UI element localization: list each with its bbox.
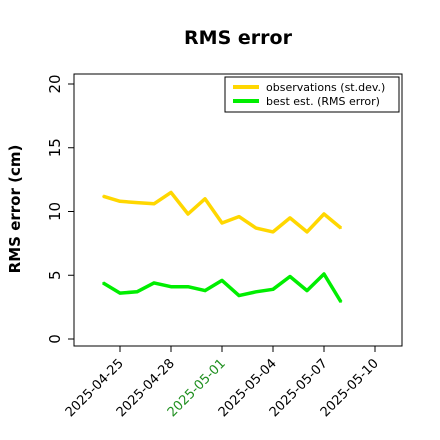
series-line-observations: [102, 190, 343, 234]
observation-point: [238, 215, 240, 218]
y-axis-label: RMS error (cm): [6, 145, 24, 274]
y-axis: 0 5 10 15 20: [46, 74, 74, 344]
best-estimate-point: [340, 301, 342, 303]
observation-point: [340, 227, 342, 229]
y-tick-label: 20: [46, 74, 64, 93]
observation-point: [153, 203, 155, 205]
best-estimate-point: [119, 292, 121, 294]
best-estimate-point: [221, 279, 223, 282]
y-tick-label: 10: [46, 202, 64, 221]
observation-point: [255, 227, 257, 229]
best-estimate-point: [306, 289, 308, 292]
best-estimate-point: [323, 273, 325, 275]
plot-area: [73, 73, 403, 347]
observation-point: [170, 191, 172, 194]
best-estimate-point: [272, 288, 274, 291]
observation-point: [306, 231, 308, 233]
legend-label-observations: observations (st.dev.): [266, 81, 385, 94]
series-line-best-estimate: [102, 272, 343, 303]
best-estimate-point: [238, 294, 240, 297]
best-estimate-point: [187, 285, 189, 288]
observation-point: [289, 217, 291, 219]
observation-point: [323, 213, 325, 215]
best-estimate-point: [102, 282, 104, 284]
observation-point: [119, 200, 121, 203]
best-estimate-point: [289, 275, 291, 278]
x-axis: 2025-04-252025-04-282025-05-012025-05-04…: [63, 346, 382, 420]
series-layer: [102, 190, 343, 303]
legend-box: [224, 76, 400, 113]
legend: observations (st.dev.) best est. (RMS er…: [224, 76, 400, 113]
y-tick-label: 0: [46, 334, 64, 344]
y-tick-label: 5: [46, 270, 64, 280]
best-estimate-point: [255, 291, 257, 293]
chart-title: RMS error: [184, 27, 293, 49]
best-estimate-point: [170, 285, 172, 288]
observation-point: [272, 231, 274, 233]
observation-point: [221, 222, 223, 224]
best-estimate-point: [204, 289, 206, 292]
best-estimate-point: [136, 291, 138, 293]
legend-label-best-estimate: best est. (RMS error): [266, 95, 380, 108]
observation-point: [136, 201, 138, 204]
observation-point: [102, 195, 104, 197]
observation-point: [204, 197, 206, 200]
observation-point: [187, 213, 189, 215]
y-tick-label: 15: [46, 138, 64, 157]
best-estimate-point: [153, 282, 155, 284]
